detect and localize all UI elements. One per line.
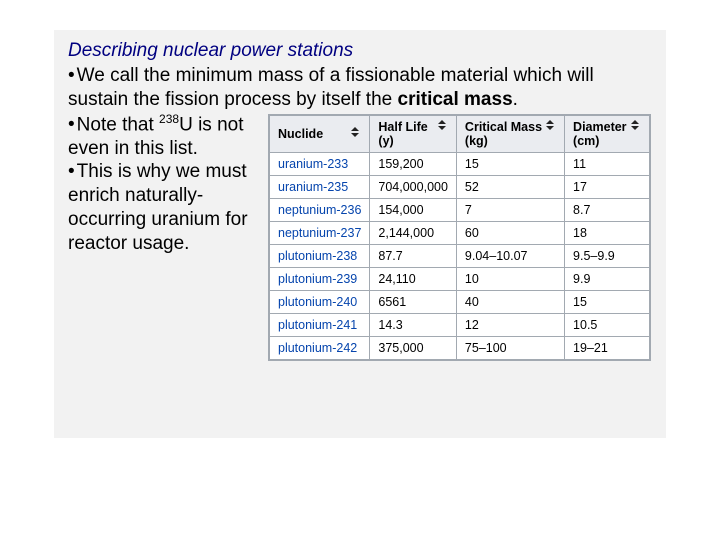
nuclide-cell[interactable]: neptunium-236: [270, 198, 370, 221]
col-diameter-label: Diameter: [573, 120, 627, 134]
nuclide-table: Nuclide Half Life (y) Critical Mass (kg): [269, 115, 650, 360]
table-row: plutonium-23924,110109.9: [270, 267, 650, 290]
nuclide-table-wrap: Nuclide Half Life (y) Critical Mass (kg): [268, 114, 651, 361]
mass-cell: 12: [456, 313, 564, 336]
col-diameter-sub: (cm): [573, 134, 599, 148]
col-halflife[interactable]: Half Life (y): [370, 115, 457, 152]
paragraph-2: Note that 238U is not even in this list.: [68, 112, 258, 161]
col-mass-label: Critical Mass: [465, 120, 542, 134]
slide-container: Describing nuclear power stations We cal…: [54, 30, 666, 438]
diameter-cell: 9.9: [565, 267, 650, 290]
table-row: neptunium-2372,144,0006018: [270, 221, 650, 244]
nuclide-cell[interactable]: plutonium-242: [270, 336, 370, 359]
nuclide-cell[interactable]: neptunium-237: [270, 221, 370, 244]
halflife-cell: 14.3: [370, 313, 457, 336]
halflife-cell: 24,110: [370, 267, 457, 290]
nuclide-cell[interactable]: plutonium-238: [270, 244, 370, 267]
diameter-cell: 10.5: [565, 313, 650, 336]
table-row: uranium-233159,2001511: [270, 152, 650, 175]
table-row: plutonium-24065614015: [270, 290, 650, 313]
col-halflife-sub: (y): [378, 134, 393, 148]
diameter-cell: 18: [565, 221, 650, 244]
col-nuclide[interactable]: Nuclide: [270, 115, 370, 152]
halflife-cell: 159,200: [370, 152, 457, 175]
col-diameter[interactable]: Diameter (cm): [565, 115, 650, 152]
table-row: plutonium-24114.31210.5: [270, 313, 650, 336]
diameter-cell: 9.5–9.9: [565, 244, 650, 267]
slide-title: Describing nuclear power stations: [68, 40, 652, 62]
nuclide-cell[interactable]: plutonium-240: [270, 290, 370, 313]
table-row: uranium-235704,000,0005217: [270, 175, 650, 198]
table-row: plutonium-242375,00075–10019–21: [270, 336, 650, 359]
side-text-column: Note that 238U is not even in this list.…: [68, 112, 258, 256]
mass-cell: 15: [456, 152, 564, 175]
sort-icon[interactable]: [546, 120, 556, 130]
halflife-cell: 704,000,000: [370, 175, 457, 198]
p2-text-a: Note that: [77, 114, 159, 135]
p2-sup: 238: [159, 112, 179, 126]
diameter-cell: 8.7: [565, 198, 650, 221]
halflife-cell: 6561: [370, 290, 457, 313]
diameter-cell: 11: [565, 152, 650, 175]
mass-cell: 75–100: [456, 336, 564, 359]
mass-cell: 10: [456, 267, 564, 290]
table-row: neptunium-236154,00078.7: [270, 198, 650, 221]
col-halflife-label: Half Life: [378, 120, 427, 134]
sort-icon[interactable]: [351, 127, 361, 137]
halflife-cell: 375,000: [370, 336, 457, 359]
diameter-cell: 15: [565, 290, 650, 313]
halflife-cell: 87.7: [370, 244, 457, 267]
sort-icon[interactable]: [631, 120, 641, 130]
diameter-cell: 19–21: [565, 336, 650, 359]
nuclide-cell[interactable]: uranium-235: [270, 175, 370, 198]
paragraph-3: This is why we must enrich naturally-occ…: [68, 160, 258, 255]
halflife-cell: 2,144,000: [370, 221, 457, 244]
table-row: plutonium-23887.79.04–10.079.5–9.9: [270, 244, 650, 267]
nuclide-cell[interactable]: uranium-233: [270, 152, 370, 175]
nuclide-cell[interactable]: plutonium-241: [270, 313, 370, 336]
halflife-cell: 154,000: [370, 198, 457, 221]
p3-text: This is why we must enrich naturally-occ…: [68, 161, 248, 253]
nuclide-cell[interactable]: plutonium-239: [270, 267, 370, 290]
p1-bold: critical mass: [398, 89, 513, 110]
col-nuclide-label: Nuclide: [278, 127, 323, 141]
mass-cell: 40: [456, 290, 564, 313]
mass-cell: 52: [456, 175, 564, 198]
col-mass[interactable]: Critical Mass (kg): [456, 115, 564, 152]
paragraph-1: We call the minimum mass of a fissionabl…: [68, 64, 652, 112]
diameter-cell: 17: [565, 175, 650, 198]
mass-cell: 7: [456, 198, 564, 221]
mass-cell: 9.04–10.07: [456, 244, 564, 267]
mass-cell: 60: [456, 221, 564, 244]
content-row: Note that 238U is not even in this list.…: [68, 112, 652, 361]
table-header-row: Nuclide Half Life (y) Critical Mass (kg): [270, 115, 650, 152]
table-body: uranium-233159,2001511 uranium-235704,00…: [270, 152, 650, 359]
col-mass-sub: (kg): [465, 134, 488, 148]
sort-icon[interactable]: [438, 120, 448, 130]
p1-text-c: .: [513, 89, 518, 110]
